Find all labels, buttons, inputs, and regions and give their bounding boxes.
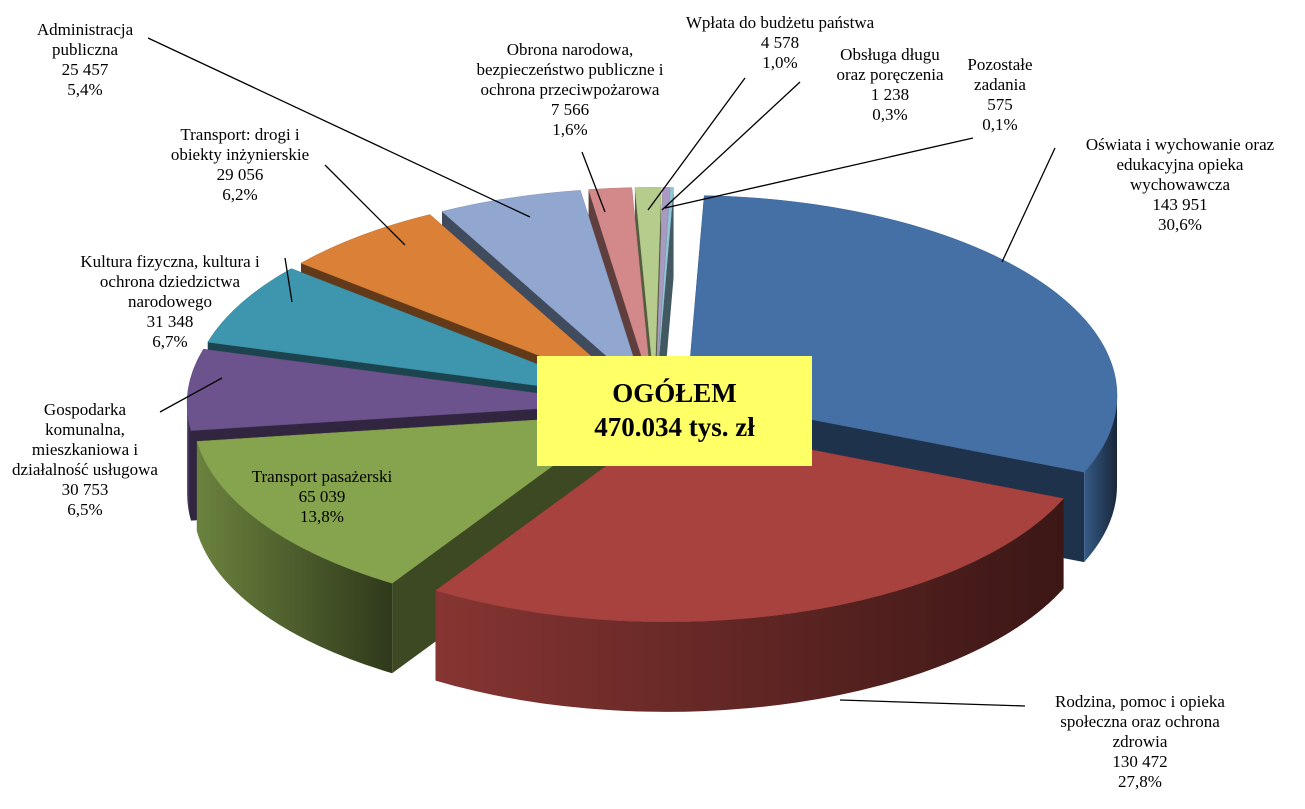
percent-label: 6,5% [67, 500, 103, 519]
slice [634, 187, 662, 388]
leader-line [159, 377, 223, 413]
leader-line [581, 151, 606, 213]
category-label: Rodzina, pomoc i opieka społeczna oraz o… [1055, 692, 1225, 751]
percent-label: 6,7% [152, 332, 188, 351]
data-label: Obrona narodowa, bezpieczeństwo publiczn… [477, 40, 664, 140]
value-label: 143 951 [1152, 195, 1208, 214]
data-label: Pozostałe zadania 575 0,1% [967, 55, 1032, 135]
percent-label: 0,1% [982, 115, 1018, 134]
leader-line [284, 257, 293, 303]
category-label: Pozostałe zadania [967, 55, 1033, 94]
leader-line [324, 164, 406, 246]
value-label: 1 238 [870, 85, 910, 104]
slice-side [196, 441, 393, 674]
percent-label: 27,8% [1118, 772, 1162, 791]
leader-line [661, 81, 801, 211]
slice [186, 348, 618, 431]
value-label: 29 056 [216, 165, 264, 184]
percent-label: 30,6% [1158, 215, 1202, 234]
value-label: 7 566 [550, 100, 590, 119]
category-label: Obsługa długu oraz poręczenia [836, 45, 944, 84]
data-label: Rodzina, pomoc i opieka społeczna oraz o… [1055, 692, 1225, 792]
value-label: 65 039 [298, 487, 346, 506]
total-label: 470.034 tys. zł [594, 412, 755, 442]
slice [207, 268, 622, 397]
data-label: Wpłata do budżetu państwa 4 578 1,0% [686, 13, 874, 73]
data-label: Gospodarka komunalna, mieszkaniowa i dzi… [12, 400, 158, 520]
category-label: Obrona narodowa, bezpieczeństwo publiczn… [476, 40, 664, 99]
leader-line [664, 137, 974, 209]
data-label: Transport: drogi i obiekty inżynierskie 2… [171, 125, 309, 205]
percent-label: 6,2% [222, 185, 258, 204]
data-label: Oświata i wychowanie oraz edukacyjna opi… [1086, 135, 1274, 235]
center-title: OGÓŁEM [612, 378, 737, 408]
leader-line [647, 77, 746, 211]
total-box: OGÓŁEM 470.034 tys. zł [537, 356, 812, 466]
category-label: Administracja publiczna [36, 20, 134, 59]
value-label: 575 [987, 95, 1013, 114]
data-label: Obsługa długu oraz poręczenia 1 238 0,3% [836, 45, 943, 125]
category-label: Kultura fizyczna, kultura i ochrona dzie… [80, 252, 260, 311]
slice-side [1084, 395, 1118, 563]
slice-side [435, 498, 1064, 712]
value-label: 30 753 [61, 480, 109, 499]
leader-line [1001, 147, 1056, 263]
percent-label: 0,3% [872, 105, 908, 124]
category-label: Transport: drogi i obiekty inżynierskie [170, 125, 310, 164]
value-label: 130 472 [1112, 752, 1168, 771]
data-label: Transport pasażerski 65 039 13,8% [252, 467, 393, 527]
slice [196, 414, 624, 584]
percent-label: 1,6% [552, 120, 588, 139]
slice [300, 214, 632, 392]
slice-side [187, 403, 191, 521]
category-label: Wpłata do budżetu państwa [685, 13, 875, 32]
data-label: Kultura fizyczna, kultura i ochrona dzie… [80, 252, 259, 352]
leader-line [147, 37, 531, 218]
value-label: 31 348 [146, 312, 194, 331]
value-label: 4 578 [760, 33, 800, 52]
percent-label: 5,4% [67, 80, 103, 99]
slice [434, 421, 1065, 623]
leader-line [839, 699, 1026, 707]
slice [441, 190, 644, 389]
value-label: 25 457 [61, 60, 109, 79]
slice [588, 187, 652, 388]
category-label: Transport pasażerski [251, 467, 393, 486]
leaders [147, 37, 1056, 707]
slice [656, 187, 674, 388]
percent-label: 1,0% [762, 53, 798, 72]
category-label: Oświata i wychowanie oraz edukacyjna opi… [1085, 135, 1275, 194]
percent-label: 13,8% [300, 507, 344, 526]
slice [655, 187, 671, 388]
category-label: Gospodarka komunalna, mieszkaniowa i dzi… [12, 400, 158, 479]
data-label: Administracja publiczna 25 457 5,4% [37, 20, 133, 100]
